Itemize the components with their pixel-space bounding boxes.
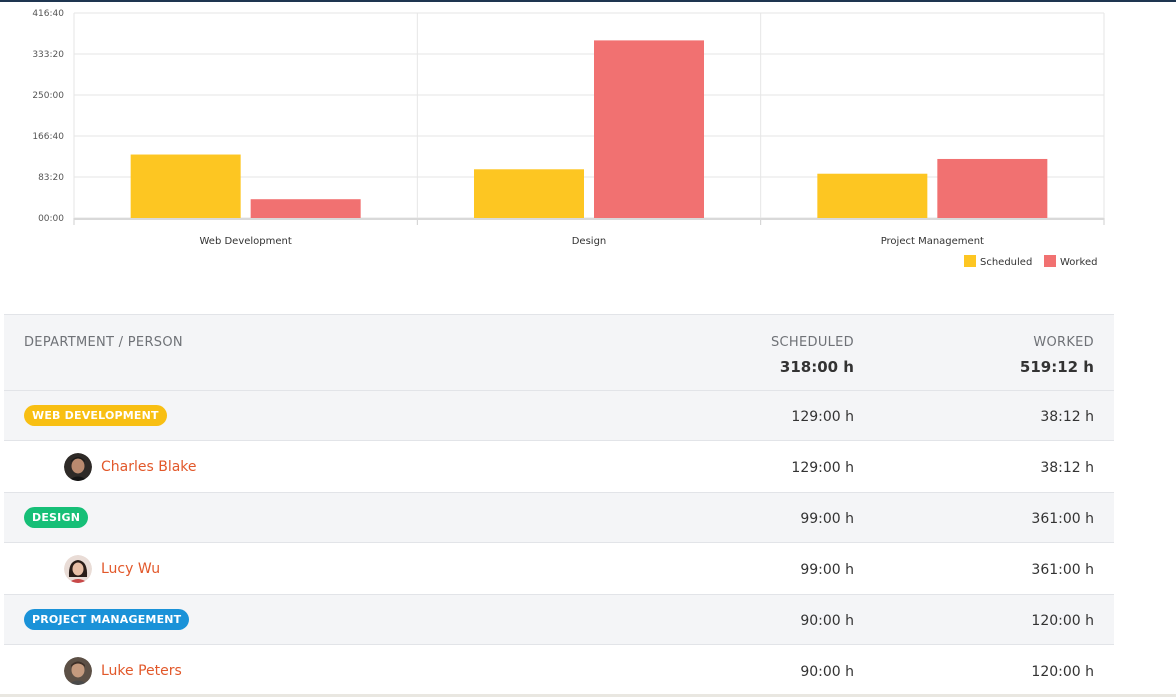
bar-scheduled-web-development (130, 154, 241, 218)
department-scheduled: 129:00 h (791, 409, 854, 425)
avatar (64, 554, 92, 583)
avatar (64, 656, 92, 685)
legend-swatch-scheduled (964, 255, 976, 267)
x-tick-label: Project Management (881, 236, 984, 247)
department-row-project-management: PROJECT MANAGEMENT 90:00 h 120:00 h (4, 595, 1114, 645)
legend-label-worked: Worked (1060, 257, 1097, 268)
scheduled-total: 318:00 h (779, 358, 854, 376)
person-link-luke-peters[interactable]: Luke Peters (101, 662, 182, 679)
person-link-charles-blake[interactable]: Charles Blake (101, 458, 197, 475)
hours-bar-chart: 00:00 83:20 166:40 250:00 333:20 416:40 Web De… (32, 9, 1105, 268)
person-scheduled: 129:00 h (791, 460, 854, 476)
department-badge-web-development: WEB DEVELOPMENT (24, 405, 167, 426)
bar-scheduled-project-management (817, 173, 928, 218)
y-tick-label: 333:20 (32, 50, 64, 60)
person-row-lucy-wu: Lucy Wu 99:00 h 361:00 h (4, 543, 1114, 595)
person-link-lucy-wu[interactable]: Lucy Wu (101, 560, 161, 577)
table-header: DEPARTMENT / PERSON SCHEDULED 318:00 h W… (4, 315, 1114, 391)
bar-worked-design (594, 40, 704, 218)
report-table: DEPARTMENT / PERSON SCHEDULED 318:00 h W… (4, 314, 1114, 697)
department-worked: 120:00 h (1031, 613, 1094, 629)
column-header-department-person: DEPARTMENT / PERSON (24, 335, 183, 350)
department-worked: 38:12 h (1040, 409, 1094, 425)
person-worked: 361:00 h (1031, 562, 1094, 578)
x-tick-label: Design (572, 236, 607, 247)
department-badge-project-management: PROJECT MANAGEMENT (24, 609, 190, 630)
bar-worked-project-management (937, 158, 1048, 218)
y-tick-label: 00:00 (38, 214, 64, 224)
y-tick-label: 416:40 (32, 9, 64, 19)
legend-label-scheduled: Scheduled (980, 257, 1032, 268)
department-worked: 361:00 h (1031, 511, 1094, 527)
department-badge-design: DESIGN (24, 507, 89, 528)
bar-scheduled-design (474, 169, 584, 218)
y-tick-label: 166:40 (32, 132, 64, 142)
page-bottom-edge (0, 694, 1176, 697)
column-header-scheduled: SCHEDULED (770, 335, 854, 350)
department-scheduled: 99:00 h (800, 511, 854, 527)
avatar (64, 452, 92, 481)
person-row-luke-peters: Luke Peters 90:00 h 120:00 h (4, 645, 1114, 697)
column-header-worked: WORKED (1033, 335, 1094, 350)
y-tick-label: 250:00 (32, 91, 64, 101)
x-tick-label: Web Development (200, 236, 292, 247)
person-scheduled: 90:00 h (800, 664, 854, 680)
person-scheduled: 99:00 h (800, 562, 854, 578)
bar-worked-web-development (250, 199, 361, 218)
person-row-charles-blake: Charles Blake 129:00 h 38:12 h (4, 441, 1114, 493)
department-scheduled: 90:00 h (800, 613, 854, 629)
person-worked: 120:00 h (1031, 664, 1094, 680)
person-worked: 38:12 h (1040, 460, 1094, 476)
department-row-design: DESIGN 99:00 h 361:00 h (4, 493, 1114, 543)
legend-swatch-worked (1044, 255, 1056, 267)
top-accent-bar (0, 0, 1176, 2)
worked-total: 519:12 h (1019, 358, 1094, 376)
y-tick-label: 83:20 (38, 173, 64, 183)
department-row-web-development: WEB DEVELOPMENT 129:00 h 38:12 h (4, 391, 1114, 441)
